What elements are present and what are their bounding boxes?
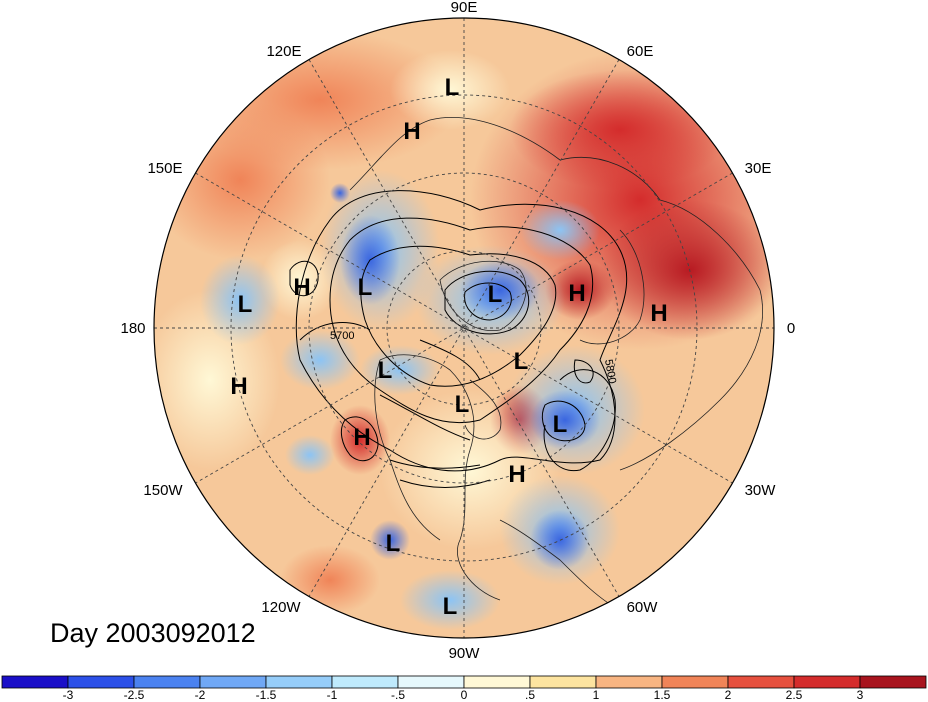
pressure-center-low: L [443, 593, 458, 620]
colorbar-tick-label: -.5 [391, 688, 405, 702]
colorbar-swatch [463, 675, 531, 689]
lon-label-180: 180 [120, 320, 145, 337]
colorbar-swatch [727, 675, 795, 689]
colorbar-tick-label: -3 [63, 688, 74, 702]
pressure-center-low: L [514, 348, 529, 375]
colorbar-swatch [529, 675, 597, 689]
pressure-center-low: L [238, 291, 253, 318]
colorbar-swatch [67, 675, 135, 689]
colorbar-tick-label: 1.5 [654, 688, 671, 702]
pressure-center-high: H [650, 300, 667, 327]
contour-label-5800: 5800 [602, 358, 618, 384]
colorbar-tick-label: -1 [327, 688, 338, 702]
colorbar-tick-label: .5 [525, 688, 535, 702]
pressure-center-high: H [230, 373, 247, 400]
lon-label-120w: 120W [261, 599, 301, 616]
pressure-center-low: L [455, 391, 470, 418]
pressure-center-high: H [568, 280, 585, 307]
colorbar-swatch [595, 675, 663, 689]
lon-label-150w: 150W [143, 482, 183, 499]
colorbar-tick-label: 2 [725, 688, 732, 702]
lon-label-30w: 30W [745, 482, 777, 499]
pressure-center-low: L [358, 274, 373, 301]
lon-label-60e: 60E [627, 43, 654, 60]
lon-label-120e: 120E [266, 43, 301, 60]
colorbar-tick-label: 2.5 [786, 688, 803, 702]
lon-label-150e: 150E [147, 160, 182, 177]
colorbar-swatch [859, 675, 927, 689]
pressure-center-low: L [378, 357, 393, 384]
colorbar-swatch [199, 675, 267, 689]
pressure-center-high: H [293, 274, 310, 301]
lon-label-0: 0 [787, 320, 795, 337]
lon-label-60w: 60W [627, 599, 659, 616]
colorbar-tick-label: 0 [461, 688, 468, 702]
colorbar-tick-label: -1.5 [256, 688, 277, 702]
colorbar-swatch [331, 675, 399, 689]
colorbar-swatch [265, 675, 333, 689]
coastlines [349, 117, 763, 611]
lon-label-90e: 90E [451, 0, 478, 16]
contour-label-5700: 5700 [330, 330, 354, 342]
pressure-center-low: L [553, 411, 568, 438]
colorbar-swatch [1, 675, 69, 689]
longitude-labels: 90E 120E 60E 150E 30E 180 0 150W 30W 120… [120, 0, 795, 662]
pressure-centers: L H H L L H L H H L L L L H H L L [230, 74, 667, 620]
colorbar-tick-label: 3 [857, 688, 864, 702]
lon-label-30e: 30E [745, 160, 772, 177]
graticule [154, 18, 774, 638]
colorbar-tick-label: -2 [195, 688, 206, 702]
map-title: Day 2003092012 [50, 618, 256, 648]
pressure-center-low: L [386, 530, 401, 557]
pressure-center-low: L [488, 281, 503, 308]
colorbar-swatch [397, 675, 465, 689]
anomaly-shading [154, 18, 774, 638]
colorbar-tick-label: -2.5 [124, 688, 145, 702]
colorbar-swatch [133, 675, 201, 689]
pressure-center-high: H [403, 118, 420, 145]
pressure-center-low: L [445, 74, 460, 101]
pressure-center-high: H [353, 424, 370, 451]
height-contours [289, 190, 628, 488]
colorbar-swatch [661, 675, 729, 689]
colorbar-tick-label: 1 [593, 688, 600, 702]
lon-label-90w: 90W [449, 645, 481, 662]
pressure-center-high: H [508, 461, 525, 488]
colorbar: -3 -2.5 -2 -1.5 -1 -.5 0 .5 1 1.5 2 2.5 3 [1, 675, 927, 702]
colorbar-swatch [793, 675, 861, 689]
map-boundary [153, 17, 775, 639]
